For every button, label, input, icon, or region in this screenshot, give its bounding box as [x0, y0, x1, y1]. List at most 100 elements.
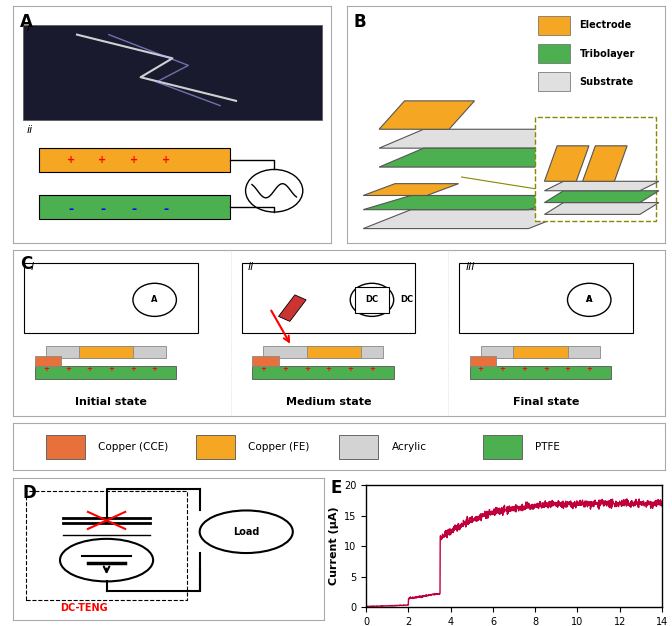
Text: -: - [100, 203, 105, 216]
Polygon shape [583, 146, 627, 182]
Text: DC: DC [401, 295, 413, 304]
Bar [253, 366, 394, 379]
Text: +: + [478, 366, 484, 372]
Text: +: + [499, 366, 505, 372]
Text: +: + [325, 366, 331, 372]
Polygon shape [379, 101, 474, 129]
Text: iii: iii [466, 262, 474, 272]
Circle shape [133, 284, 176, 316]
Bar [253, 356, 278, 366]
Text: Tribolayer: Tribolayer [579, 49, 635, 59]
Polygon shape [363, 195, 577, 210]
Bar [459, 264, 632, 333]
Circle shape [350, 284, 394, 316]
Bar [538, 44, 570, 63]
Bar [24, 264, 198, 333]
Text: +: + [65, 366, 71, 372]
Text: A: A [19, 13, 33, 31]
Bar [35, 366, 176, 379]
Bar [538, 16, 570, 34]
Bar [196, 435, 235, 459]
Bar [39, 195, 230, 219]
Text: +: + [162, 155, 170, 165]
Text: ii: ii [26, 125, 32, 135]
Text: Electrode: Electrode [579, 20, 632, 30]
Text: +: + [130, 155, 138, 165]
Text: +: + [98, 155, 107, 165]
Bar [35, 356, 61, 366]
Circle shape [200, 510, 293, 553]
Text: i: i [31, 262, 34, 272]
Text: Load: Load [233, 526, 259, 536]
Text: +: + [304, 366, 310, 372]
Bar [513, 346, 567, 358]
Polygon shape [379, 129, 583, 148]
FancyBboxPatch shape [26, 491, 187, 600]
Bar [470, 356, 496, 366]
Bar [355, 287, 389, 313]
Text: i: i [26, 23, 30, 33]
Polygon shape [544, 146, 589, 182]
Text: +: + [564, 366, 571, 372]
Polygon shape [544, 182, 659, 191]
Bar [79, 346, 133, 358]
Text: DC: DC [366, 295, 378, 304]
Text: +: + [347, 366, 353, 372]
Text: E: E [331, 479, 342, 497]
Text: Medium state: Medium state [286, 398, 371, 408]
Bar [278, 295, 306, 321]
Y-axis label: Current (μA): Current (μA) [329, 507, 339, 585]
Bar [39, 148, 230, 172]
Bar [470, 366, 611, 379]
Text: A: A [151, 295, 158, 304]
Text: PTFE: PTFE [535, 442, 560, 452]
Text: A: A [586, 295, 593, 304]
Text: Copper (CCE): Copper (CCE) [98, 442, 169, 452]
Text: +: + [152, 366, 158, 372]
Text: -: - [132, 203, 137, 216]
Text: Acrylic: Acrylic [392, 442, 427, 452]
Bar [538, 73, 570, 91]
Text: +: + [369, 366, 375, 372]
Bar [46, 435, 85, 459]
Polygon shape [379, 148, 583, 167]
Text: +: + [282, 366, 288, 372]
Text: +: + [543, 366, 549, 372]
FancyBboxPatch shape [535, 118, 656, 222]
Polygon shape [544, 203, 659, 214]
Text: DC-TENG: DC-TENG [60, 603, 108, 613]
Text: A: A [586, 295, 593, 304]
Bar [306, 346, 361, 358]
Bar [480, 346, 600, 358]
Bar [242, 264, 415, 333]
Polygon shape [363, 183, 458, 195]
Bar [339, 435, 378, 459]
Circle shape [60, 539, 153, 582]
Circle shape [245, 170, 303, 212]
Text: Substrate: Substrate [579, 77, 634, 87]
Text: D: D [23, 483, 36, 501]
Text: +: + [521, 366, 527, 372]
Text: -: - [68, 203, 73, 216]
Circle shape [568, 284, 611, 316]
Text: +: + [586, 366, 592, 372]
Text: Initial state: Initial state [75, 398, 147, 408]
Text: +: + [260, 366, 266, 372]
Bar [482, 435, 522, 459]
Polygon shape [544, 191, 659, 203]
Text: +: + [87, 366, 93, 372]
Bar [263, 346, 383, 358]
Text: Copper (FE): Copper (FE) [248, 442, 310, 452]
Text: Final state: Final state [513, 398, 579, 408]
Text: +: + [130, 366, 136, 372]
Text: +: + [67, 155, 75, 165]
Text: B: B [353, 13, 366, 31]
Polygon shape [363, 210, 577, 228]
Text: ii: ii [248, 262, 255, 272]
Bar [23, 25, 322, 120]
Text: C: C [20, 255, 32, 273]
Text: +: + [108, 366, 114, 372]
Bar [46, 346, 165, 358]
Text: +: + [43, 366, 49, 372]
Text: -: - [163, 203, 169, 216]
